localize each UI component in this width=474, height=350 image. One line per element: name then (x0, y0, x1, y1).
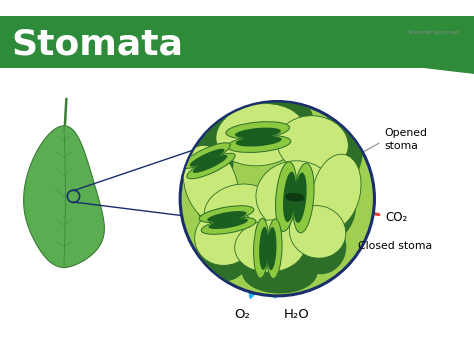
Ellipse shape (227, 135, 291, 153)
Ellipse shape (195, 208, 255, 265)
Text: H₂O: H₂O (283, 308, 309, 321)
Ellipse shape (194, 173, 242, 229)
Circle shape (180, 102, 374, 296)
Ellipse shape (289, 205, 346, 258)
Text: Stomata: Stomata (12, 28, 184, 62)
Ellipse shape (235, 220, 306, 272)
Ellipse shape (293, 163, 314, 233)
Text: ScienceFacts.net: ScienceFacts.net (407, 30, 460, 35)
Ellipse shape (256, 161, 337, 232)
Ellipse shape (216, 104, 306, 166)
Ellipse shape (201, 217, 256, 234)
Ellipse shape (235, 128, 281, 138)
Ellipse shape (204, 184, 274, 237)
Polygon shape (24, 126, 104, 268)
Ellipse shape (183, 145, 239, 224)
Ellipse shape (242, 251, 318, 294)
Ellipse shape (277, 116, 348, 173)
Text: Opened
stoma: Opened stoma (384, 128, 427, 150)
Ellipse shape (254, 218, 269, 278)
Ellipse shape (196, 225, 249, 281)
Ellipse shape (199, 94, 313, 147)
Ellipse shape (285, 193, 304, 202)
Ellipse shape (179, 107, 234, 191)
Ellipse shape (209, 218, 248, 229)
Ellipse shape (182, 143, 230, 168)
Ellipse shape (190, 149, 225, 167)
Text: CO₂: CO₂ (385, 211, 407, 224)
Ellipse shape (283, 172, 296, 222)
Ellipse shape (192, 155, 228, 173)
Ellipse shape (199, 206, 254, 223)
Ellipse shape (207, 211, 246, 222)
Ellipse shape (308, 180, 356, 241)
Ellipse shape (226, 122, 290, 139)
Ellipse shape (293, 173, 307, 223)
Ellipse shape (275, 162, 297, 231)
Ellipse shape (312, 154, 361, 229)
Ellipse shape (266, 219, 282, 279)
Polygon shape (0, 16, 474, 74)
Ellipse shape (259, 227, 269, 270)
Text: O₂: O₂ (234, 308, 250, 321)
Ellipse shape (236, 136, 282, 147)
Ellipse shape (267, 227, 276, 270)
Ellipse shape (187, 153, 235, 179)
Ellipse shape (310, 111, 363, 196)
Text: Closed stoma: Closed stoma (358, 241, 432, 251)
Ellipse shape (298, 223, 346, 274)
Bar (0, 16, 474, 68)
